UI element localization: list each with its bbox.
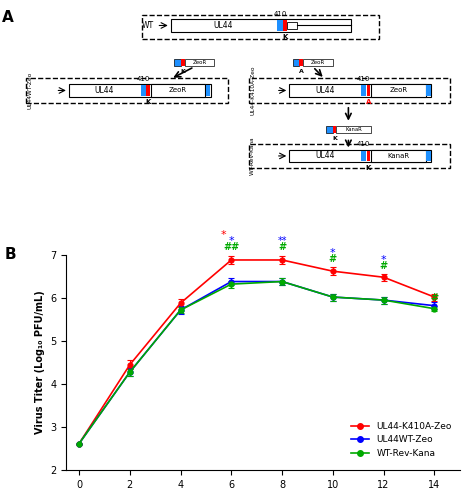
FancyBboxPatch shape xyxy=(69,84,211,97)
Text: *: * xyxy=(228,236,234,246)
FancyBboxPatch shape xyxy=(142,15,379,40)
Text: #: # xyxy=(430,293,438,303)
Text: 410: 410 xyxy=(357,75,371,81)
Bar xyxy=(174,59,181,66)
Text: UL44WT-Zeo: UL44WT-Zeo xyxy=(27,72,33,109)
Text: WT: WT xyxy=(142,21,154,30)
Text: ZeoR: ZeoR xyxy=(192,60,207,65)
Text: K: K xyxy=(283,34,288,40)
Bar xyxy=(426,150,431,161)
Bar xyxy=(206,85,210,96)
Text: KanaR: KanaR xyxy=(387,153,410,159)
Bar xyxy=(361,85,366,96)
FancyBboxPatch shape xyxy=(26,78,228,103)
Text: KanaR: KanaR xyxy=(345,127,362,132)
Text: 410: 410 xyxy=(137,75,150,81)
Text: *: * xyxy=(221,230,227,240)
Y-axis label: Virus Titer (Log₁₀ PFU/mL): Virus Titer (Log₁₀ PFU/mL) xyxy=(35,291,45,435)
Text: ##: ## xyxy=(223,242,239,252)
Bar xyxy=(300,59,303,66)
FancyBboxPatch shape xyxy=(151,84,205,97)
Bar xyxy=(367,150,370,161)
FancyBboxPatch shape xyxy=(303,59,333,66)
Bar xyxy=(361,150,366,161)
Bar xyxy=(367,85,370,96)
Text: ZeoR: ZeoR xyxy=(311,60,325,65)
Text: K: K xyxy=(180,69,185,74)
Text: #: # xyxy=(380,261,388,271)
FancyBboxPatch shape xyxy=(289,149,431,162)
Bar xyxy=(287,22,297,29)
Text: A: A xyxy=(299,69,304,74)
FancyBboxPatch shape xyxy=(171,19,351,32)
Text: *: * xyxy=(330,248,336,258)
Bar xyxy=(146,85,150,96)
Text: UL44-K410A-Zeo: UL44-K410A-Zeo xyxy=(250,66,255,115)
Text: **: ** xyxy=(277,236,287,246)
Text: K: K xyxy=(332,136,337,141)
Text: A: A xyxy=(366,99,371,105)
Text: K: K xyxy=(366,165,371,171)
Text: K: K xyxy=(146,99,151,105)
Bar xyxy=(283,20,287,31)
Text: #: # xyxy=(329,254,337,264)
Legend: UL44-K410A-Zeo, UL44WT-Zeo, WT-Rev-Kana: UL44-K410A-Zeo, UL44WT-Zeo, WT-Rev-Kana xyxy=(347,418,455,462)
Text: A: A xyxy=(2,10,14,25)
Bar xyxy=(181,59,185,66)
Text: UL44: UL44 xyxy=(94,86,114,95)
Text: WT-Rev-Kana: WT-Rev-Kana xyxy=(250,137,255,175)
FancyBboxPatch shape xyxy=(185,59,215,66)
Text: ZeoR: ZeoR xyxy=(169,87,187,94)
Bar xyxy=(277,20,283,31)
Text: #: # xyxy=(278,242,286,252)
FancyBboxPatch shape xyxy=(249,78,450,103)
Text: ZeoR: ZeoR xyxy=(389,87,408,94)
Text: UL44: UL44 xyxy=(315,151,335,160)
FancyBboxPatch shape xyxy=(371,149,426,162)
Text: 410: 410 xyxy=(357,141,371,147)
Bar xyxy=(293,59,300,66)
FancyBboxPatch shape xyxy=(249,144,450,168)
Bar xyxy=(326,125,333,133)
Bar xyxy=(333,125,337,133)
Text: UL44: UL44 xyxy=(315,86,335,95)
Text: 410: 410 xyxy=(273,11,287,17)
Bar xyxy=(141,85,146,96)
Bar xyxy=(426,85,431,96)
FancyBboxPatch shape xyxy=(371,84,426,97)
Text: B: B xyxy=(5,247,17,263)
Text: UL44: UL44 xyxy=(213,21,233,30)
Text: *: * xyxy=(381,255,386,265)
FancyBboxPatch shape xyxy=(289,84,431,97)
FancyBboxPatch shape xyxy=(337,125,371,133)
